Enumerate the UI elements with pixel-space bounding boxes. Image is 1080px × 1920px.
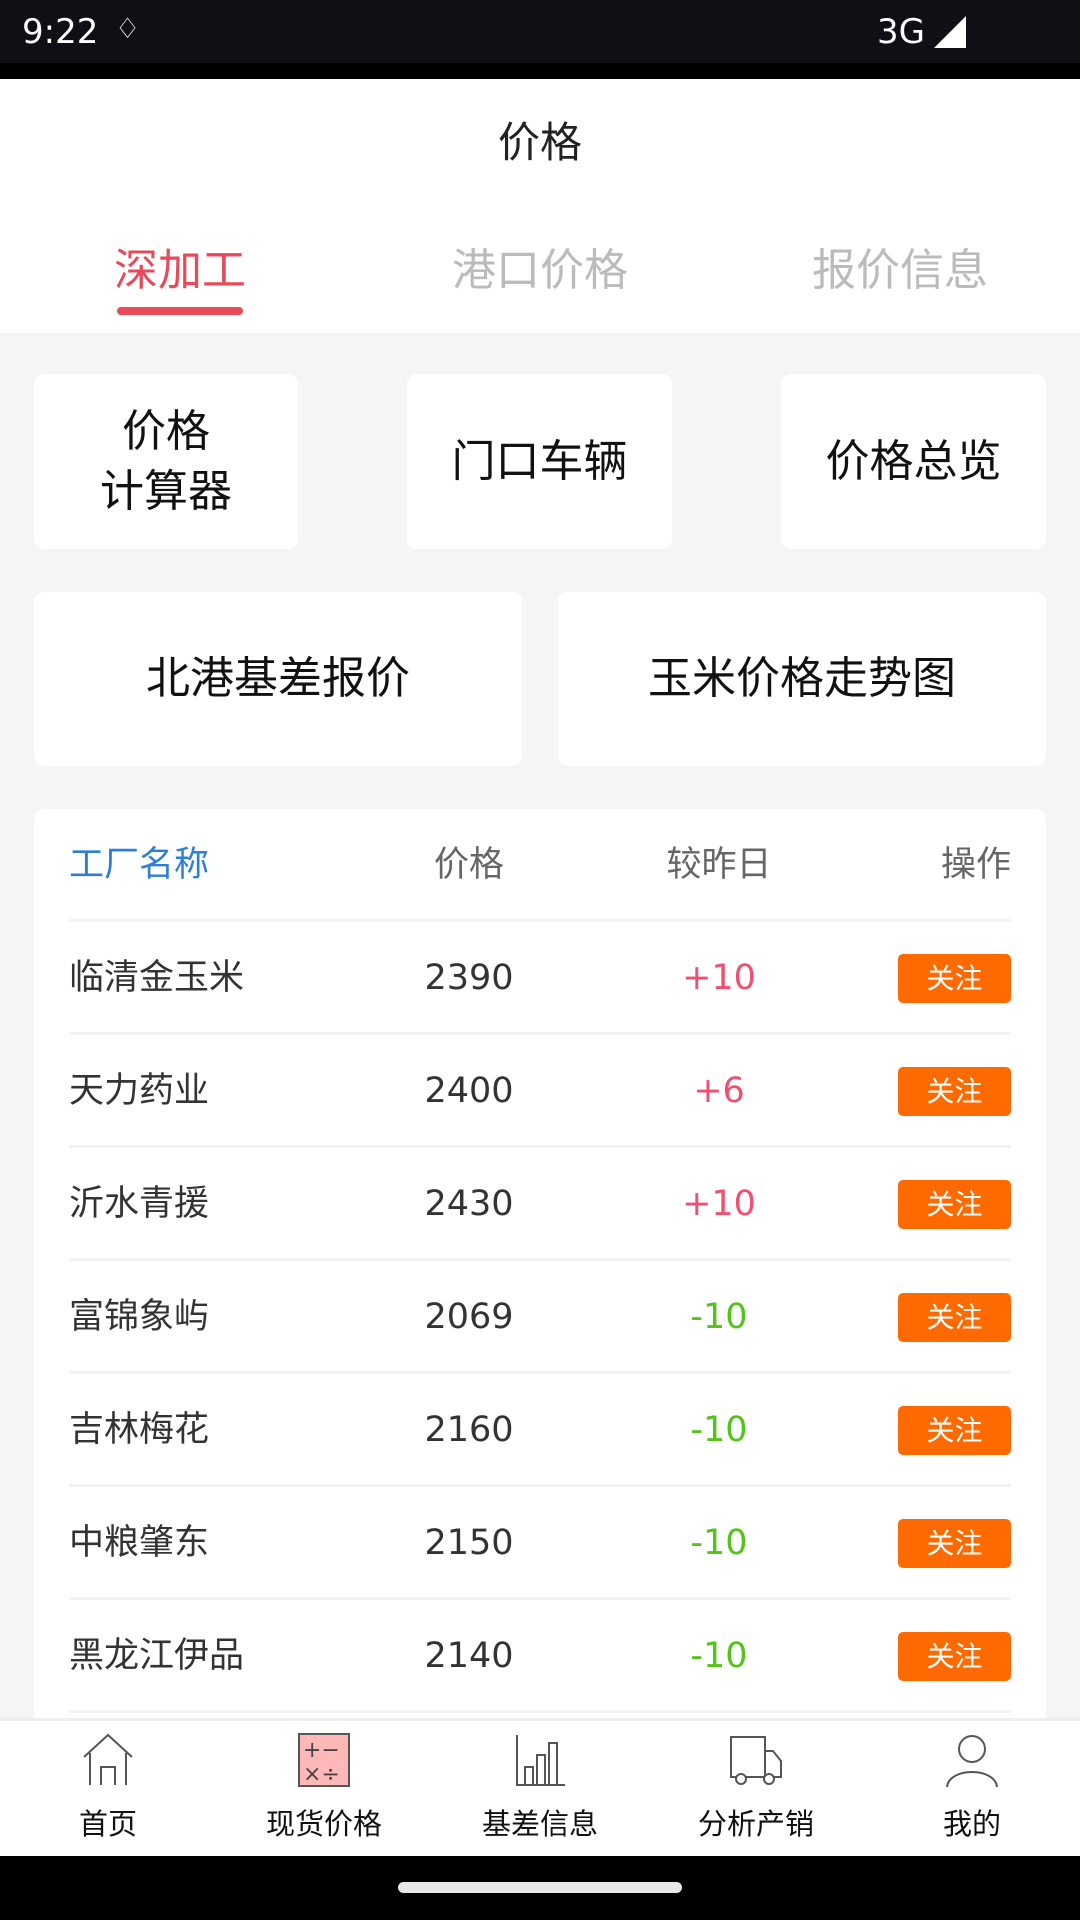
- notification-icon: ♢: [115, 12, 141, 45]
- header-price: 价格: [433, 845, 504, 885]
- nav-spot-price-label: 现货价格: [265, 1807, 382, 1841]
- factory-name: 沂水青援: [69, 1184, 210, 1224]
- table-row: 沂水青援 2430 +10 关注: [69, 1148, 1011, 1261]
- header-action: 操作: [940, 845, 1011, 885]
- signal-icon: [934, 16, 966, 48]
- status-divider: [0, 63, 1080, 79]
- table-row: 富锦象屿 2069 -10 关注: [69, 1261, 1011, 1374]
- truck-icon: [730, 1736, 782, 1785]
- header-change: 较昨日: [666, 845, 772, 885]
- nav-mine-label: 我的: [942, 1807, 1001, 1841]
- user-icon: [946, 1735, 998, 1787]
- price-table: 工厂名称 价格 较昨日 操作 临清金玉米 2390 +10 关注 天力药业 240…: [34, 809, 1046, 1809]
- price-overview-button[interactable]: 价格总览: [781, 374, 1046, 549]
- table-row: 临清金玉米 2390 +10 关注: [69, 922, 1011, 1035]
- nav-mine[interactable]: 我的: [864, 1721, 1080, 1856]
- follow-button[interactable]: 关注: [898, 1632, 1011, 1681]
- change-value: +10: [682, 958, 756, 998]
- factory-name: 临清金玉米: [69, 958, 245, 998]
- nav-home[interactable]: 首页: [0, 1721, 216, 1856]
- home-gesture-handle[interactable]: [398, 1882, 682, 1893]
- price-value: 2160: [424, 1410, 514, 1450]
- factory-name: 黑龙江伊品: [69, 1636, 245, 1676]
- svg-text:×÷: ×÷: [303, 1762, 340, 1787]
- price-calculator-button[interactable]: 价格 计算器: [34, 374, 298, 549]
- bar-chart-icon: [516, 1735, 565, 1786]
- factory-name: 天力药业: [69, 1071, 210, 1111]
- nav-basis-info-label: 基差信息: [481, 1807, 598, 1841]
- nav-basis-info[interactable]: 基差信息: [432, 1721, 648, 1856]
- beigang-basis-button[interactable]: 北港基差报价: [34, 592, 522, 766]
- factory-name: 吉林梅花: [69, 1410, 210, 1450]
- factory-name: 中粮肇东: [69, 1523, 210, 1563]
- table-row: 吉林梅花 2160 -10 关注: [69, 1374, 1011, 1487]
- tab-quote-info[interactable]: 报价信息: [812, 245, 988, 296]
- factory-name: 富锦象屿: [69, 1297, 210, 1337]
- svg-text:+−: +−: [303, 1738, 340, 1763]
- table-row: 中粮肇东 2150 -10 关注: [69, 1487, 1011, 1600]
- status-bar: 9:22 ♢ 3G: [0, 0, 1080, 63]
- header-name[interactable]: 工厂名称: [69, 845, 210, 885]
- change-value: +10: [682, 1184, 756, 1224]
- calculator-label-1: 价格: [122, 405, 210, 457]
- price-value: 2390: [424, 958, 514, 998]
- corn-trend-button[interactable]: 玉米价格走势图: [558, 592, 1046, 766]
- change-value: +6: [693, 1071, 745, 1111]
- tab-indicator: [117, 307, 243, 315]
- table-header: 工厂名称 价格 较昨日 操作: [69, 809, 1011, 922]
- change-value: -10: [690, 1297, 748, 1337]
- table-row: 黑龙江伊品 2140 -10 关注: [69, 1600, 1011, 1713]
- follow-button[interactable]: 关注: [898, 1519, 1011, 1568]
- nav-analysis[interactable]: 分析产销: [648, 1721, 864, 1856]
- price-value: 2400: [424, 1071, 514, 1111]
- nav-home-label: 首页: [78, 1807, 137, 1841]
- change-value: -10: [690, 1410, 748, 1450]
- price-value: 2140: [424, 1636, 514, 1676]
- header: 价格 深加工 港口价格 报价信息: [0, 79, 1080, 333]
- price-value: 2150: [424, 1523, 514, 1563]
- follow-button[interactable]: 关注: [898, 954, 1011, 1003]
- calculator-label-2: 计算器: [100, 465, 232, 517]
- nav-analysis-label: 分析产销: [697, 1807, 814, 1841]
- follow-button[interactable]: 关注: [898, 1180, 1011, 1229]
- tab-deep-processing[interactable]: 深加工: [114, 245, 246, 296]
- tab-port-price[interactable]: 港口价格: [452, 245, 628, 296]
- follow-button[interactable]: 关注: [898, 1067, 1011, 1116]
- follow-button[interactable]: 关注: [898, 1406, 1011, 1455]
- change-value: -10: [690, 1523, 748, 1563]
- gate-vehicles-button[interactable]: 门口车辆: [407, 374, 672, 549]
- price-value: 2430: [424, 1184, 514, 1224]
- system-nav-bar: [0, 1856, 1080, 1920]
- change-value: -10: [690, 1636, 748, 1676]
- nav-spot-price[interactable]: +− ×÷ 现货价格: [216, 1721, 432, 1856]
- follow-button[interactable]: 关注: [898, 1293, 1011, 1342]
- calculator-icon: +−×÷: [298, 1733, 350, 1787]
- status-time: 9:22: [22, 12, 99, 52]
- network-type: 3G: [877, 12, 925, 52]
- page-title: 价格: [497, 118, 582, 167]
- table-row: 天力药业 2400 +6 关注: [69, 1035, 1011, 1148]
- price-value: 2069: [424, 1297, 514, 1337]
- home-icon: [83, 1733, 133, 1785]
- bottom-nav: 首页 +− ×÷ 现货价格 基差信息 分析产销 我的: [0, 1718, 1080, 1856]
